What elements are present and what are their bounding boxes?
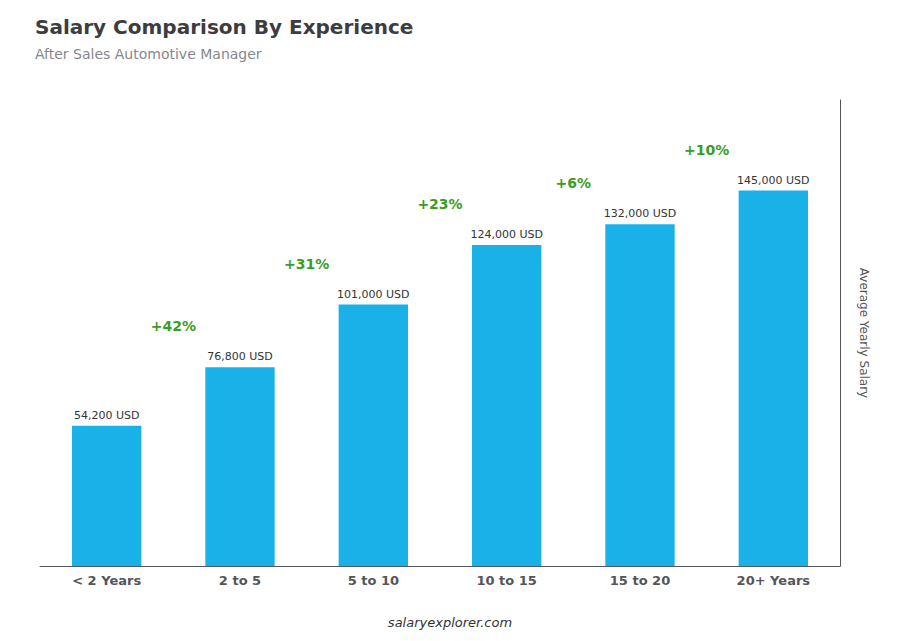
svg-text:101,000 USD: 101,000 USD — [337, 288, 410, 301]
svg-text:2 to 5: 2 to 5 — [219, 573, 261, 588]
svg-text:Average Yearly Salary: Average Yearly Salary — [857, 268, 871, 398]
svg-text:20+ Years: 20+ Years — [737, 573, 811, 588]
svg-text:124,000 USD: 124,000 USD — [470, 228, 543, 241]
svg-text:salaryexplorer.com: salaryexplorer.com — [388, 615, 512, 630]
svg-text:+23%: +23% — [417, 196, 462, 212]
svg-text:5 to 10: 5 to 10 — [348, 573, 399, 588]
svg-text:76,800 USD: 76,800 USD — [207, 350, 273, 363]
svg-text:54,200 USD: 54,200 USD — [74, 409, 140, 422]
svg-text:+31%: +31% — [284, 256, 329, 272]
svg-text:132,000 USD: 132,000 USD — [604, 207, 677, 220]
svg-text:+6%: +6% — [556, 175, 592, 191]
svg-text:15 to 20: 15 to 20 — [610, 573, 670, 588]
svg-text:< 2 Years: < 2 Years — [72, 573, 141, 588]
svg-text:After Sales Automotive Manager: After Sales Automotive Manager — [35, 46, 262, 62]
svg-text:Salary Comparison By Experienc: Salary Comparison By Experience — [35, 15, 413, 39]
svg-text:145,000 USD: 145,000 USD — [737, 174, 810, 187]
svg-text:+10%: +10% — [684, 142, 729, 158]
svg-text:+42%: +42% — [151, 318, 196, 334]
svg-text:10 to 15: 10 to 15 — [476, 573, 536, 588]
